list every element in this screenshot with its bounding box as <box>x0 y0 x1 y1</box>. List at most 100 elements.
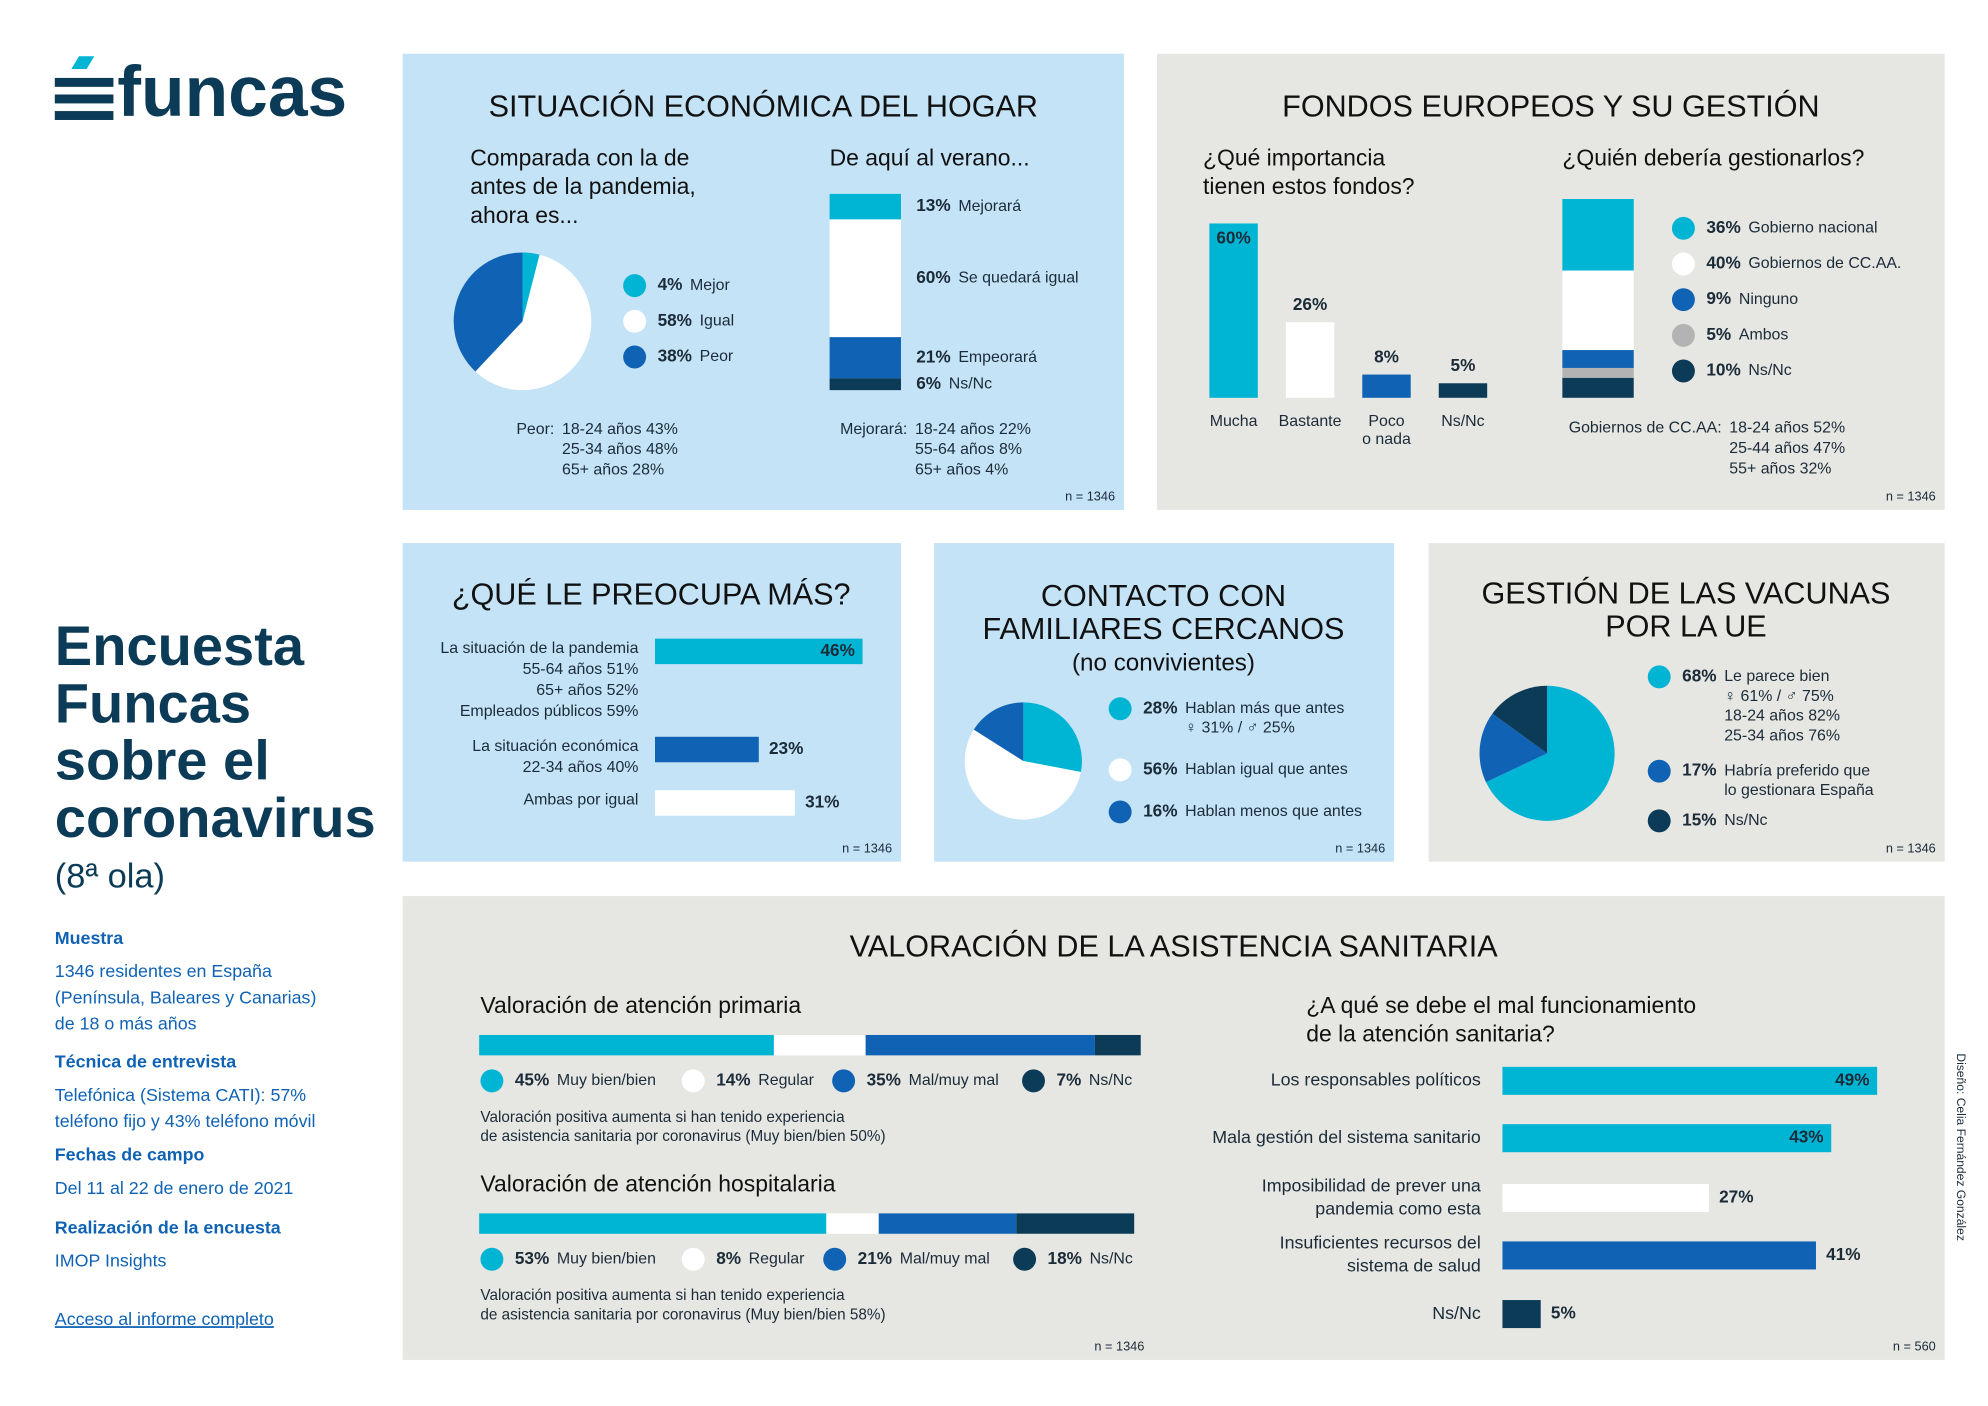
value-label: 21% <box>916 346 950 366</box>
y-category: La situación de la pandemia <box>440 640 638 657</box>
section-text: de 18 o más años <box>55 1013 197 1033</box>
legend-value: 53% <box>515 1248 549 1268</box>
bar <box>1502 1124 1832 1153</box>
bar-segment <box>1016 1213 1135 1234</box>
x-category: Poco <box>1368 413 1404 430</box>
section-heading: Fechas de campo <box>55 1145 205 1165</box>
note-label: Gobiernos de CC.AA: <box>1569 420 1722 437</box>
chart-title: Valoración de atención primaria <box>480 992 801 1018</box>
value-label: 41% <box>1826 1244 1860 1264</box>
pie-slice <box>1485 685 1615 821</box>
value-label: 46% <box>820 640 854 660</box>
legend-swatch <box>1108 758 1132 782</box>
x-category: Mucha <box>1210 413 1258 430</box>
legend-label: Muy bien/bien <box>557 1250 656 1267</box>
chart-note: Valoración positiva aumenta si han tenid… <box>480 1109 845 1126</box>
note-text: 65+ años 28% <box>562 462 664 479</box>
chart-note: de asistencia sanitaria por coronavirus … <box>480 1306 885 1323</box>
legend-swatch <box>623 345 647 369</box>
value-label: 8% <box>1374 347 1399 367</box>
y-category: Mala gestión del sistema sanitario <box>1212 1127 1481 1147</box>
note-text: 18-24 años 43% <box>562 421 678 438</box>
value-label: 60% <box>916 267 950 287</box>
chart-title: ¿Qué importancia <box>1203 145 1385 171</box>
sample-size: n = 1346 <box>1886 840 1936 855</box>
logo: funcas <box>117 52 347 132</box>
legend-label: Ns/Nc <box>1090 1250 1133 1267</box>
value-label: 13% <box>916 195 950 215</box>
bar <box>1285 322 1335 398</box>
pie-slice <box>964 729 1081 820</box>
y-category: 22-34 años 40% <box>523 759 639 776</box>
note-text: 25-44 años 47% <box>1729 440 1845 457</box>
bar-segment <box>1562 377 1634 398</box>
panel-subtitle: (no convivientes) <box>1072 650 1255 677</box>
bar <box>1502 1300 1541 1329</box>
legend-value: 21% <box>858 1248 892 1268</box>
y-category: Insuficientes recursos del <box>1280 1233 1481 1253</box>
y-category: Ns/Nc <box>1432 1303 1481 1323</box>
legend-label: Mejorará <box>958 198 1021 215</box>
bar-segment <box>1562 367 1634 378</box>
legend-label: Ns/Nc <box>1724 812 1767 829</box>
value-label: 60% <box>1216 227 1250 247</box>
sidebar-title: coronavirus <box>55 786 376 849</box>
bar <box>1438 383 1488 398</box>
legend-swatch <box>1671 216 1695 240</box>
bar-segment <box>773 1034 866 1056</box>
value-label: 43% <box>1789 1127 1823 1147</box>
section-text: teléfono fijo y 43% teléfono móvil <box>55 1111 316 1131</box>
legend-label: Regular <box>749 1250 805 1267</box>
legend-label: 18-24 años 82% <box>1724 708 1840 725</box>
bar <box>655 736 759 763</box>
legend-value: 56% <box>1143 758 1177 778</box>
legend-swatch <box>681 1069 705 1093</box>
bar <box>655 790 795 816</box>
panel-title: FAMILIARES CERCANOS <box>983 612 1345 646</box>
legend-label: Mejor <box>690 277 730 294</box>
bar <box>1502 1184 1709 1213</box>
section-text: Del 11 al 22 de enero de 2021 <box>55 1178 294 1198</box>
bar-segment <box>829 378 901 391</box>
legend-value: 5% <box>1706 324 1731 344</box>
bar-segment <box>865 1034 1095 1056</box>
pie-slice <box>1023 702 1082 772</box>
value-label: 26% <box>1293 294 1327 314</box>
panel-title: POR LA UE <box>1605 610 1766 644</box>
bar-segment <box>829 337 901 379</box>
y-category: Empleados públicos 59% <box>460 703 639 720</box>
chart-title: ahora es... <box>470 202 578 228</box>
value-label: 27% <box>1719 1187 1753 1207</box>
legend-value: 14% <box>716 1069 750 1089</box>
bar <box>1502 1066 1878 1095</box>
bar <box>655 638 863 665</box>
panel-title: ¿QUÉ LE PREOCUPA MÁS? <box>452 577 851 612</box>
note-label: Mejorará: <box>840 421 907 438</box>
section-heading: Muestra <box>55 928 124 948</box>
legend-value: 58% <box>658 310 692 330</box>
report-link[interactable]: Acceso al informe completo <box>55 1309 274 1329</box>
note-text: 18-24 años 52% <box>1729 420 1845 437</box>
bar-segment <box>1094 1034 1141 1056</box>
bar-segment <box>878 1213 1017 1234</box>
legend-swatch <box>623 309 647 333</box>
legend-label: Regular <box>758 1072 814 1089</box>
value-label: 5% <box>1551 1303 1576 1323</box>
legend-value: 15% <box>1682 809 1716 829</box>
legend-swatch <box>1108 697 1132 721</box>
chart-note: de asistencia sanitaria por coronavirus … <box>480 1128 885 1145</box>
legend-swatch <box>681 1247 705 1271</box>
legend-value: 68% <box>1682 665 1716 685</box>
legend-value: 28% <box>1143 697 1177 717</box>
panel <box>402 543 901 862</box>
legend-swatch <box>1022 1069 1045 1093</box>
legend-swatch <box>1647 665 1671 689</box>
legend-label: Ns/Nc <box>949 375 992 392</box>
legend-label: Igual <box>700 313 735 330</box>
value-label: 31% <box>805 792 839 812</box>
legend-value: 8% <box>716 1248 741 1268</box>
legend-swatch <box>1647 759 1671 783</box>
legend-swatch <box>832 1069 856 1093</box>
panel-title: CONTACTO CON <box>1041 579 1286 613</box>
